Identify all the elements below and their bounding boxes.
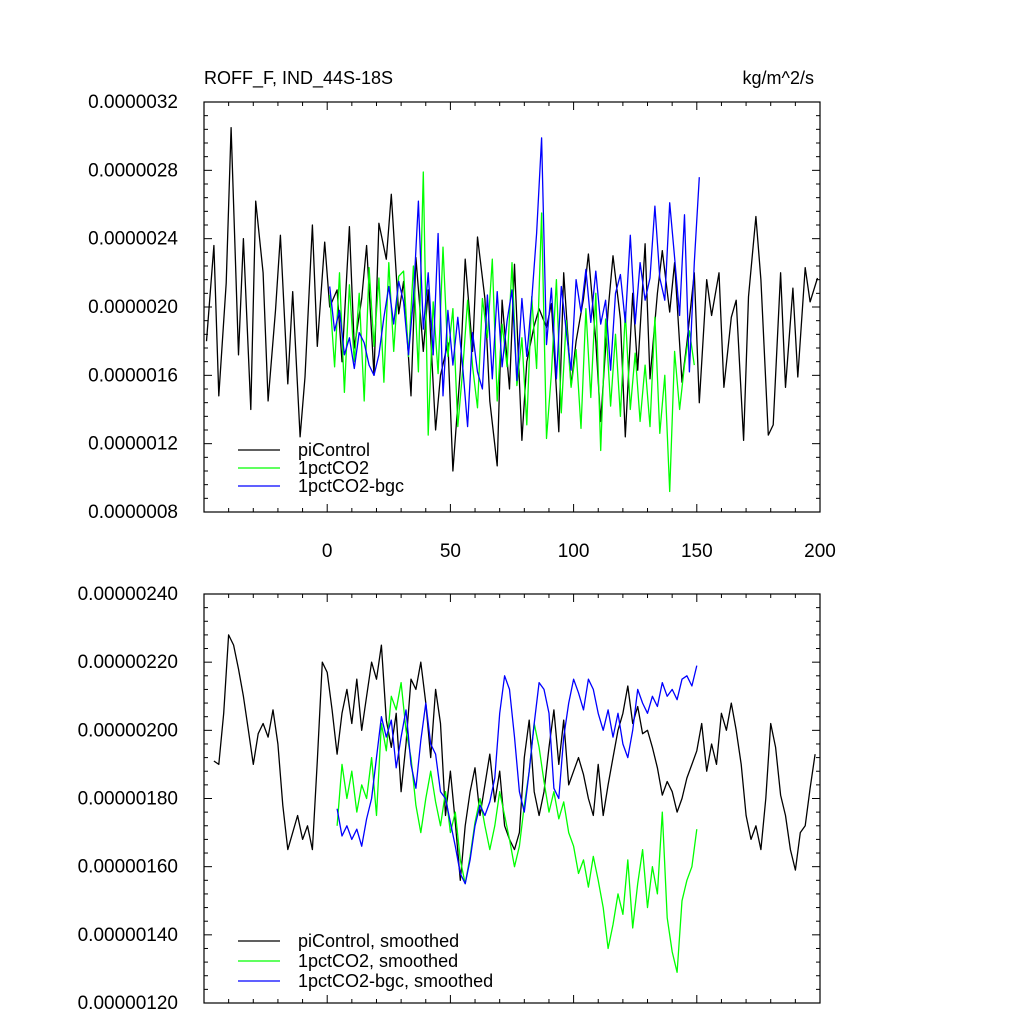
x-tick-label: 50 xyxy=(440,541,461,562)
series-line-1pctco2 xyxy=(329,171,695,493)
series-line-1pctco2-smoothed xyxy=(336,681,698,973)
x-tick-label: 150 xyxy=(681,541,713,562)
legend-label: piControl xyxy=(298,440,370,460)
y-tick-label: 0.0000020 xyxy=(88,297,178,318)
y-tick-label: 0.0000028 xyxy=(88,160,178,181)
y-tick-label: 0.00000120 xyxy=(78,993,178,1014)
top-panel: 0.0000008 0.0000012 0.0000016 0.0000020 0.00… xyxy=(88,68,836,562)
y-tick-label: 0.0000024 xyxy=(88,229,178,250)
legend-label: 1pctCO2, smoothed xyxy=(298,951,458,971)
series-line-1pctco2-bgc xyxy=(329,137,700,428)
series-line-picontrol-smoothed xyxy=(213,634,816,881)
y-tick-label: 0.00000200 xyxy=(78,720,178,741)
x-tick-label: 200 xyxy=(804,541,836,562)
x-tick-label: 0 xyxy=(322,541,333,562)
y-tick-label: 0.00000240 xyxy=(78,584,178,605)
legend-label: 1pctCO2 xyxy=(298,458,369,478)
y-tick-label: 0.0000008 xyxy=(88,502,178,523)
y-tick-label: 0.00000140 xyxy=(78,925,178,946)
series-line-picontrol xyxy=(205,126,819,472)
y-tick-label: 0.0000016 xyxy=(88,365,178,386)
x-tick-label: 100 xyxy=(558,541,590,562)
bottom-panel: 0.00000120 0.00000140 0.00000160 0.00000180… xyxy=(78,584,821,1014)
y-tick-label: 0.00000220 xyxy=(78,652,178,673)
plot-frame xyxy=(203,593,821,1004)
legend-label: 1pctCO2-bgc xyxy=(298,476,404,496)
plot-frame xyxy=(203,101,821,513)
y-tick-label: 0.0000032 xyxy=(88,92,178,113)
y-tick-label: 0.0000012 xyxy=(88,434,178,455)
series-line-1pctco2-bgc-smoothed xyxy=(336,665,698,885)
legend-label: piControl, smoothed xyxy=(298,931,459,951)
y-tick-label: 0.00000160 xyxy=(78,857,178,878)
units-label: kg/m^2/s xyxy=(743,68,814,88)
chart-title: ROFF_F, IND_44S-18S xyxy=(204,68,393,89)
y-tick-label: 0.00000180 xyxy=(78,789,178,810)
legend-label: 1pctCO2-bgc, smoothed xyxy=(298,971,493,991)
